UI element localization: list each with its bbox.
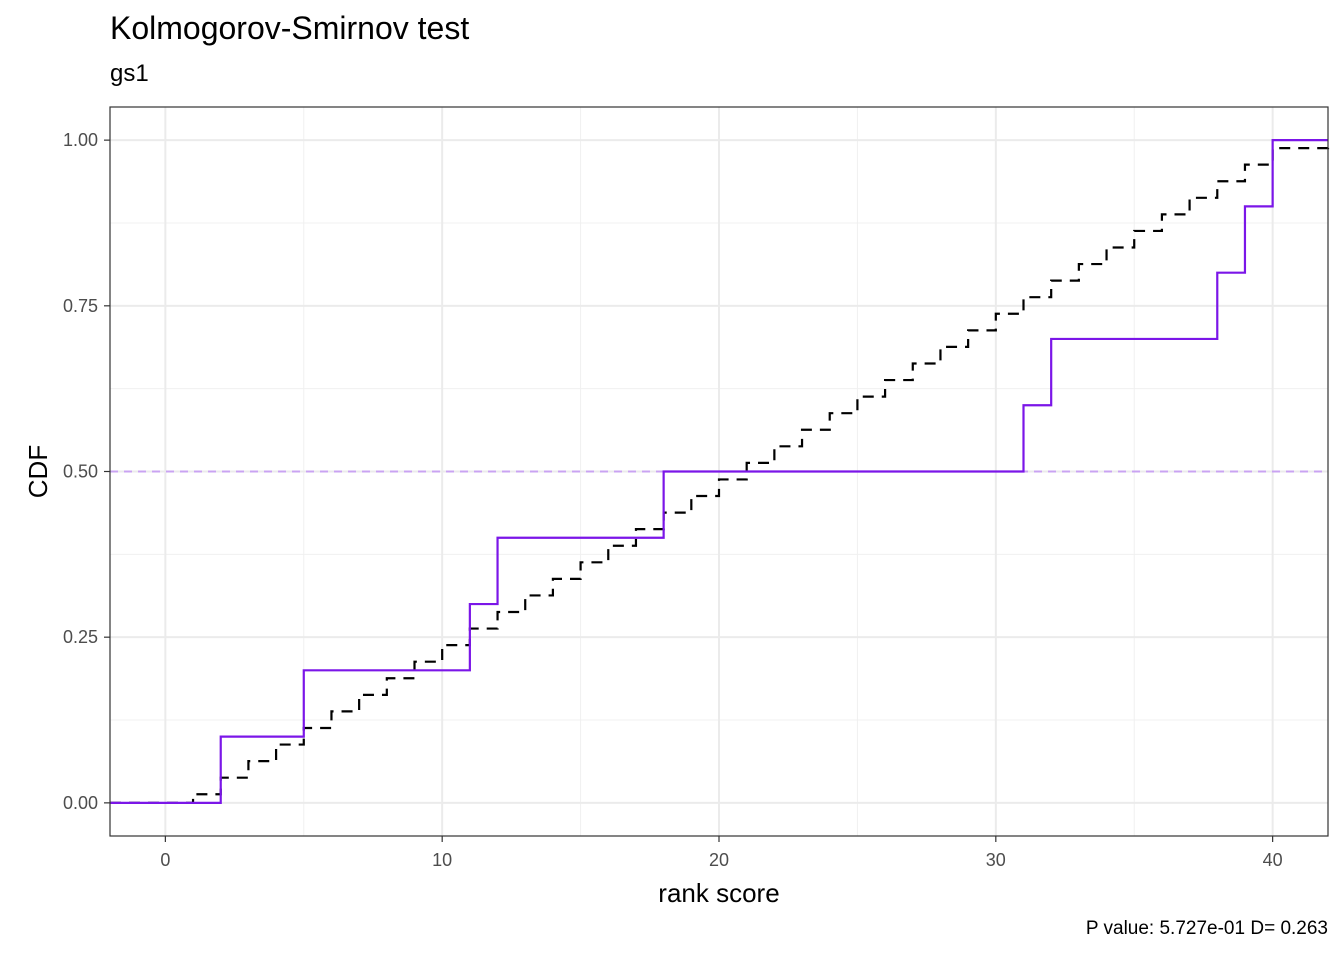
y-tick-label: 1.00	[63, 130, 98, 150]
chart-subtitle: gs1	[110, 60, 149, 87]
axis-layer: 0 10 20 30 40 0.00 0.25 0.50 0.75 1.00	[63, 130, 1283, 870]
x-tick-label: 20	[709, 850, 729, 870]
x-tick-label: 30	[986, 850, 1006, 870]
y-axis-title: CDF	[23, 445, 53, 498]
series-layer	[110, 139, 1330, 804]
y-tick-label: 0.00	[63, 793, 98, 813]
x-tick-label: 40	[1263, 850, 1283, 870]
y-tick-label: 0.50	[63, 462, 98, 482]
test-caption: P value: 5.727e-01 D= 0.263	[1085, 918, 1328, 939]
x-axis-title: rank score	[658, 878, 779, 908]
y-tick-label: 0.75	[63, 296, 98, 316]
series-1-step-line	[110, 139, 1328, 804]
y-tick-label: 0.25	[63, 627, 98, 647]
x-tick-label: 10	[432, 850, 452, 870]
chart-title: Kolmogorov-Smirnov test	[110, 10, 470, 46]
x-tick-label: 0	[160, 850, 170, 870]
